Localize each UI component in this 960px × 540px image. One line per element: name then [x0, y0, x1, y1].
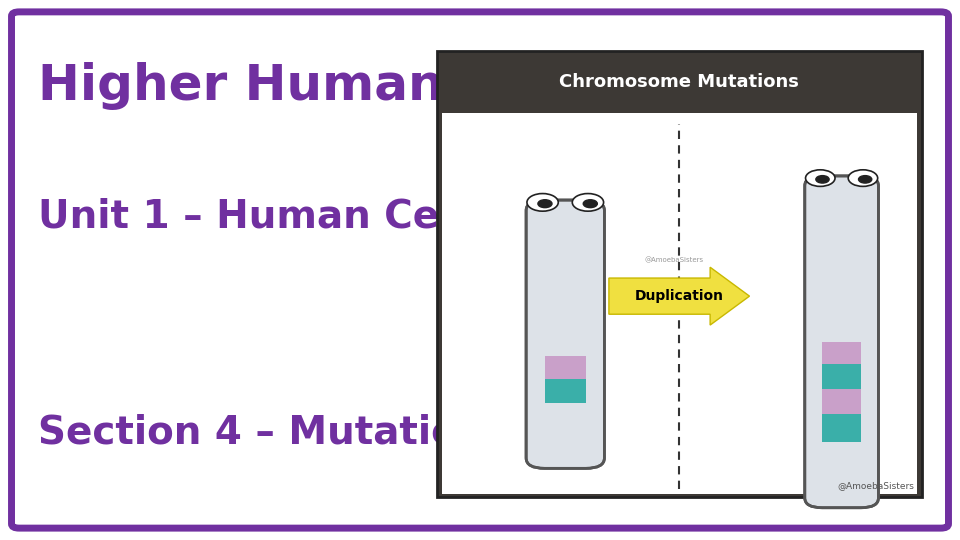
Text: Higher Human Biology: Higher Human Biology: [38, 63, 671, 110]
Bar: [822, 414, 861, 442]
Text: @AmoebaSisters: @AmoebaSisters: [645, 257, 704, 264]
Text: Duplication: Duplication: [635, 289, 724, 303]
Circle shape: [858, 176, 872, 183]
Bar: [544, 379, 586, 403]
Circle shape: [816, 176, 829, 183]
Bar: [822, 363, 861, 389]
Circle shape: [849, 170, 877, 186]
Text: Section 4 – Mutation: Section 4 – Mutation: [38, 413, 486, 451]
Text: @AmoebaSisters: @AmoebaSisters: [837, 481, 914, 490]
FancyBboxPatch shape: [526, 200, 605, 468]
FancyBboxPatch shape: [442, 113, 917, 494]
Circle shape: [805, 170, 835, 186]
FancyBboxPatch shape: [12, 12, 948, 528]
FancyBboxPatch shape: [437, 51, 922, 497]
Circle shape: [584, 200, 597, 208]
FancyArrow shape: [609, 267, 750, 325]
Bar: [822, 342, 861, 363]
Bar: [822, 389, 861, 414]
Circle shape: [572, 193, 604, 211]
Circle shape: [527, 193, 559, 211]
Circle shape: [538, 200, 552, 208]
Text: Chromosome Mutations: Chromosome Mutations: [560, 73, 799, 91]
Text: Unit 1 – Human Cells: Unit 1 – Human Cells: [38, 197, 490, 235]
Bar: [544, 356, 586, 379]
FancyBboxPatch shape: [804, 176, 878, 508]
